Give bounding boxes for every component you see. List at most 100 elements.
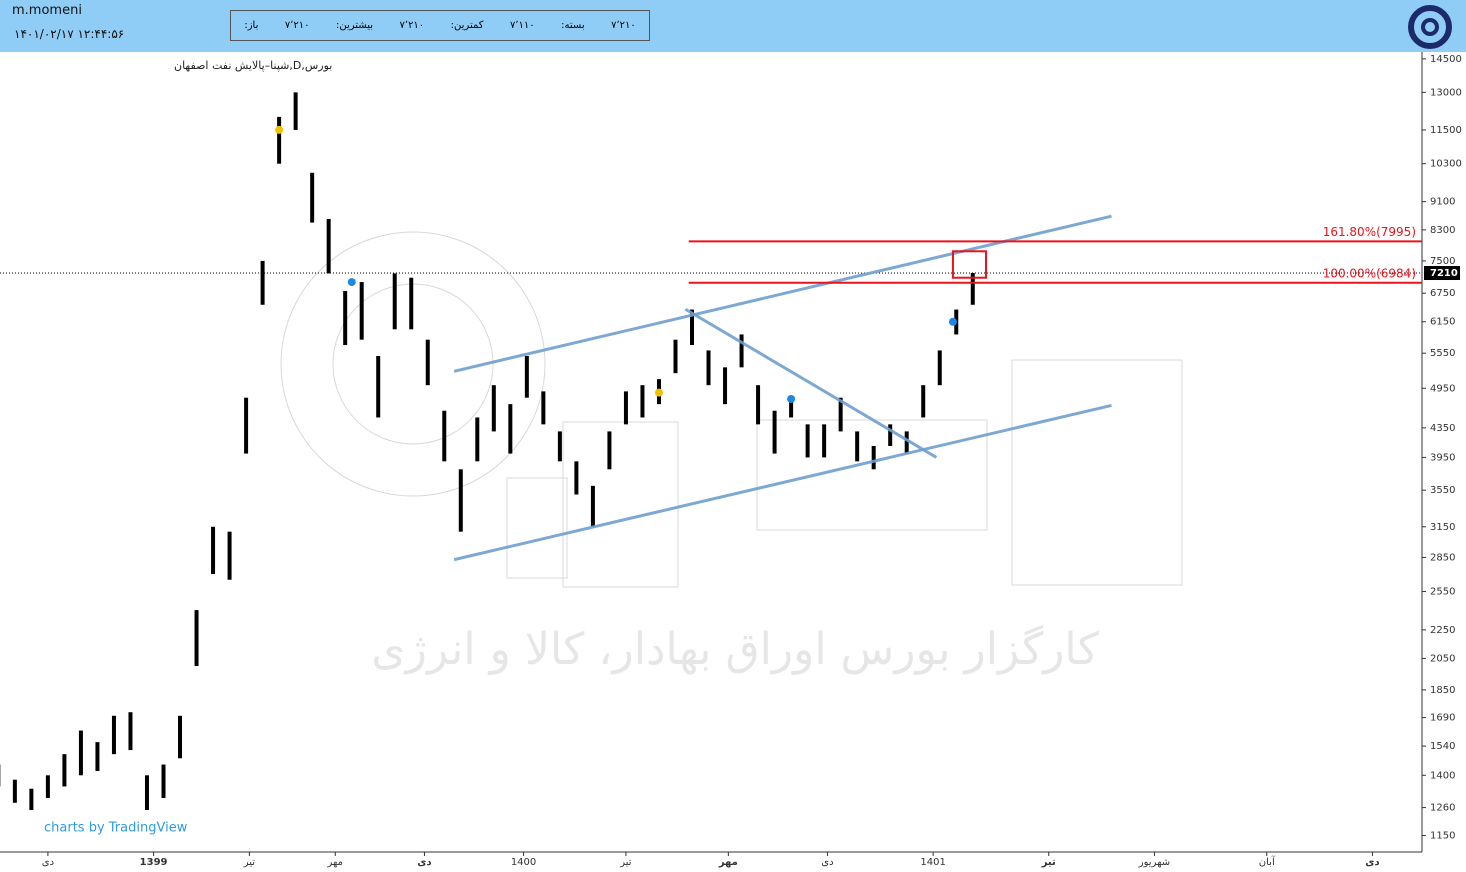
- price-bar: [508, 404, 513, 454]
- price-bar: [756, 385, 761, 425]
- x-tick-label: دی: [821, 857, 833, 868]
- y-tick-label: 6150: [1430, 317, 1455, 328]
- price-bar: [475, 417, 480, 462]
- price-bar: [310, 172, 315, 223]
- trend-line: [453, 214, 1112, 373]
- x-tick-label: تیر: [243, 857, 256, 868]
- info-value: ۷٬۲۱۰: [399, 20, 425, 31]
- y-tick-label: 11500: [1430, 125, 1462, 136]
- watermark: کارگزار بورس اوراق بهادار، کالا و انرژی: [371, 624, 1099, 675]
- y-tick-label: 4950: [1430, 383, 1455, 394]
- price-bar: [739, 334, 744, 368]
- price-bar: [178, 715, 183, 759]
- price-bar: [706, 350, 711, 386]
- y-tick-label: 8300: [1430, 225, 1455, 236]
- y-tick-label: 9100: [1430, 197, 1455, 208]
- signal-dot: [948, 317, 957, 326]
- ohlc-box: باز: ۷٬۲۱۰ بیشترین: ۷٬۲۱۰ کمترین: ۷٬۱۱۰ بسته: ۷…: [230, 10, 650, 41]
- price-bar: [888, 424, 893, 447]
- price-bar: [12, 779, 17, 803]
- x-tick-label: تیر: [1041, 857, 1056, 868]
- info-label: بیشترین:: [336, 20, 374, 31]
- price-bar: [673, 339, 678, 374]
- signal-dot: [347, 278, 356, 287]
- price-bar: [277, 116, 282, 164]
- price-bar: [838, 397, 843, 432]
- price-bar: [343, 290, 348, 346]
- y-tick-label: 1690: [1430, 713, 1455, 724]
- chart-title: بورس,D,شپنا–پالایش نفت اصفهان: [174, 59, 332, 72]
- price-bar: [607, 431, 612, 470]
- price-bar: [62, 754, 67, 787]
- price-bar: [111, 715, 116, 755]
- price-bar: [409, 277, 414, 330]
- price-bar: [690, 309, 695, 346]
- price-bar: [359, 282, 364, 340]
- y-tick-label: 13000: [1430, 87, 1462, 98]
- price-bar: [260, 260, 265, 305]
- info-value: ۷٬۱۱۰: [510, 20, 535, 31]
- info-value: ۷٬۲۱۰: [284, 20, 310, 31]
- x-tick-label: آبان: [1259, 855, 1276, 868]
- price-bar: [805, 424, 810, 458]
- price-bar: [29, 788, 34, 811]
- info-label: بسته:: [561, 20, 585, 31]
- price-bar: [623, 391, 628, 425]
- x-tick-label: 1401: [920, 857, 945, 868]
- price-bar: [211, 526, 216, 575]
- fib-label: 100.00%(6984): [1323, 266, 1416, 280]
- logo: [1408, 5, 1452, 49]
- info-value: ۷٬۲۱۰: [611, 20, 636, 31]
- chart: کارگزار بورس اوراق بهادار، کالا و انرژی …: [0, 52, 1462, 868]
- price-bar: [541, 391, 546, 425]
- price-bar: [772, 410, 777, 454]
- y-tick-label: 2850: [1430, 552, 1455, 563]
- y-tick-label: 10300: [1430, 159, 1462, 170]
- price-bar: [574, 461, 579, 495]
- price-bar: [921, 385, 926, 418]
- price-bar: [458, 469, 463, 532]
- y-tick-label: 1260: [1430, 803, 1455, 814]
- x-tick-label: دی: [417, 857, 431, 868]
- y-tick-label: 2250: [1430, 625, 1455, 636]
- y-tick-label: 3150: [1430, 522, 1455, 533]
- price-bar: [376, 355, 381, 418]
- price-bar: [78, 730, 83, 776]
- price-bar: [904, 431, 909, 454]
- info-label: کمترین:: [450, 20, 484, 31]
- signal-dot: [654, 388, 663, 397]
- price-bar: [425, 339, 430, 386]
- target-box: [951, 250, 987, 279]
- info-label: باز:: [244, 20, 259, 31]
- price-bar: [95, 742, 100, 771]
- x-tick-label: دی: [1365, 857, 1379, 868]
- price-bar: [640, 385, 645, 418]
- trend-line: [684, 307, 938, 459]
- y-tick-label: 14500: [1430, 54, 1462, 65]
- x-tick-label: دی: [42, 857, 54, 868]
- watermark-logo: [280, 231, 1183, 588]
- header: m.momeni ۱۴۰۱/۰۲/۱۷ ۱۲:۴۴:۵۶ باز: ۷٬۲۱۰ بی…: [0, 0, 1466, 52]
- y-tick-label: 5550: [1430, 348, 1455, 359]
- user: m.momeni: [12, 3, 82, 18]
- signal-dot: [787, 394, 796, 403]
- price-bar: [557, 431, 562, 462]
- signal-dot: [275, 125, 284, 134]
- price-bar: [871, 446, 876, 470]
- y-tick-label: 3550: [1430, 485, 1455, 496]
- price-bar: [937, 350, 942, 386]
- trend-line: [453, 403, 1112, 562]
- y-tick-label: 2550: [1430, 587, 1455, 598]
- fib-label: 161.80%(7995): [1323, 225, 1416, 239]
- price-bar: [293, 92, 298, 130]
- datetime: ۱۴۰۱/۰۲/۱۷ ۱۲:۴۴:۵۶: [14, 27, 125, 41]
- y-tick-label: 1150: [1430, 831, 1455, 842]
- x-tick-label: مهر: [327, 857, 343, 868]
- price-bar: [855, 431, 860, 462]
- price-bar: [326, 218, 331, 274]
- y-tick-label: 1540: [1430, 741, 1455, 752]
- x-tick-label: مهر: [718, 857, 738, 868]
- price-bar: [194, 610, 199, 666]
- price-bar: [524, 355, 529, 398]
- price-bar: [161, 764, 166, 799]
